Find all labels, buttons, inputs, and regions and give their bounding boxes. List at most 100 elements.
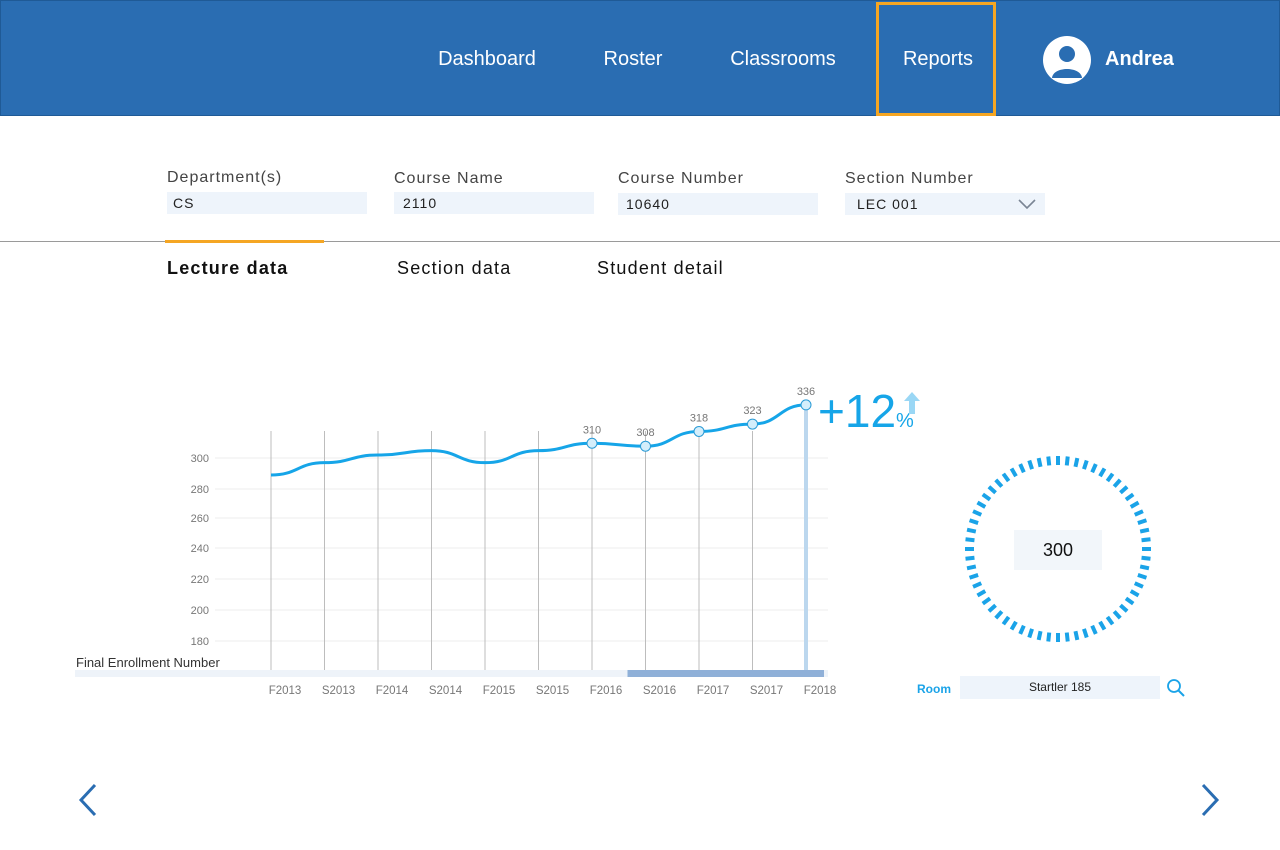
y-tick-label: 180 <box>191 636 209 648</box>
gauge-tick <box>1036 630 1043 641</box>
gauge-tick <box>1046 456 1052 466</box>
gauge-tick <box>1064 456 1070 466</box>
gauge-tick <box>966 527 977 534</box>
gauge-tick <box>976 589 987 598</box>
gauge-tick <box>968 573 979 580</box>
gauge-value: 300 <box>1014 530 1102 570</box>
section-number-select[interactable]: LEC 001 <box>845 193 1045 215</box>
arrow-up-icon <box>904 392 920 414</box>
y-tick-label: 260 <box>191 513 209 525</box>
enrollment-change: +12% <box>818 386 914 446</box>
range-track <box>75 670 828 677</box>
enrollment-line-chart: 300 280 260 240 220 200 180 310 308 318 323 336 F201… <box>75 386 837 697</box>
tab-section-data[interactable]: Section data <box>397 258 512 278</box>
gauge-tick <box>1124 596 1135 606</box>
gauge-tick <box>987 603 997 613</box>
gauge-tick <box>1018 463 1026 474</box>
gauge-tick <box>1141 537 1151 543</box>
x-tick-label: F2017 <box>697 685 730 697</box>
search-icon[interactable] <box>1166 678 1186 698</box>
x-tick-label: S2016 <box>643 685 676 697</box>
gauge-tick <box>1139 527 1150 534</box>
gauge-tick <box>1129 500 1140 509</box>
gauge-tick <box>1018 624 1026 635</box>
gauge-tick <box>1064 632 1070 642</box>
y-tick-label: 280 <box>191 484 209 496</box>
y-tick-label: 240 <box>191 543 209 555</box>
gauge-tick <box>1098 620 1107 631</box>
x-tick-label: S2015 <box>536 685 569 697</box>
x-tick-label: S2013 <box>322 685 355 697</box>
course-number-label: Course Number <box>618 170 744 187</box>
nav-reports[interactable]: Reports <box>902 48 974 70</box>
gauge-tick <box>1001 615 1011 626</box>
chart-y-axis-label: Final Enrollment Number <box>76 655 220 670</box>
data-label: 323 <box>743 405 761 417</box>
gauge-tick <box>1119 485 1129 495</box>
gauge-tick <box>1001 472 1011 483</box>
gauge-tick <box>981 596 992 606</box>
gauge-tick <box>1082 628 1089 639</box>
gauge-tick <box>972 509 983 517</box>
course-name-field[interactable]: 2110 <box>394 192 594 214</box>
x-tick-label: F2013 <box>269 685 302 697</box>
chevron-down-icon <box>1018 199 1036 210</box>
nav-dashboard[interactable]: Dashboard <box>438 48 536 70</box>
gauge-tick <box>1098 467 1107 478</box>
series-line <box>270 403 807 477</box>
gauge-tick <box>1027 459 1034 470</box>
avatar-user-icon[interactable] <box>1043 36 1091 84</box>
gauge-tick <box>1133 581 1144 589</box>
data-label: 336 <box>797 386 815 398</box>
x-tick-label: S2014 <box>429 685 463 697</box>
section-number-label: Section Number <box>845 170 974 187</box>
gauge-tick <box>1124 492 1135 502</box>
gauge-tick <box>1073 457 1080 468</box>
gauge-tick <box>1105 615 1115 626</box>
gauge-tick <box>1129 589 1140 598</box>
department-field[interactable]: CS <box>167 192 367 214</box>
nav-classrooms[interactable]: Classrooms <box>730 48 836 70</box>
change-value: +12 <box>818 385 897 437</box>
gauge-tick <box>1090 624 1098 635</box>
gauge-tick <box>1139 564 1150 571</box>
chevron-left-icon[interactable] <box>76 782 100 818</box>
data-point <box>586 437 598 449</box>
gauge-tick <box>981 492 992 502</box>
data-label: 318 <box>690 412 708 424</box>
active-tab-indicator <box>165 240 324 243</box>
gauge-tick <box>965 537 975 543</box>
gauge-tick <box>1082 459 1089 470</box>
course-number-field[interactable]: 10640 <box>618 193 818 215</box>
chevron-right-icon[interactable] <box>1198 782 1222 818</box>
course-name-label: Course Name <box>394 170 504 187</box>
nav-active-indicator <box>876 2 996 116</box>
x-tick-label: F2014 <box>376 685 409 697</box>
tab-student-detail[interactable]: Student detail <box>597 258 724 278</box>
tab-lecture-data[interactable]: Lecture data <box>167 258 289 278</box>
y-tick-label: 200 <box>191 605 209 617</box>
gauge-tick <box>966 564 977 571</box>
x-tick-label: S2017 <box>750 685 783 697</box>
gauge-tick <box>994 478 1004 488</box>
gauge-tick <box>1009 467 1018 478</box>
gauge-tick <box>994 610 1004 620</box>
nav-roster[interactable]: Roster <box>603 48 663 70</box>
x-tick-label: F2015 <box>483 685 516 697</box>
room-field[interactable]: Startler 185 <box>960 676 1160 699</box>
x-tick-label: F2018 <box>804 685 837 697</box>
gauge-tick <box>965 555 975 561</box>
gauge-tick <box>1009 620 1018 631</box>
data-label: 310 <box>583 424 601 436</box>
section-number-value: LEC 001 <box>857 196 919 212</box>
data-point <box>747 418 758 430</box>
gauge-tick <box>972 581 983 589</box>
data-point <box>693 425 705 437</box>
user-name[interactable]: Andrea <box>1105 48 1174 70</box>
gauge-tick <box>1090 463 1098 474</box>
gauge-tick <box>1137 573 1148 580</box>
gauge-tick <box>1133 509 1144 517</box>
range-selection <box>627 670 824 677</box>
gauge-tick <box>1112 610 1122 620</box>
gauge-tick <box>1141 555 1151 561</box>
